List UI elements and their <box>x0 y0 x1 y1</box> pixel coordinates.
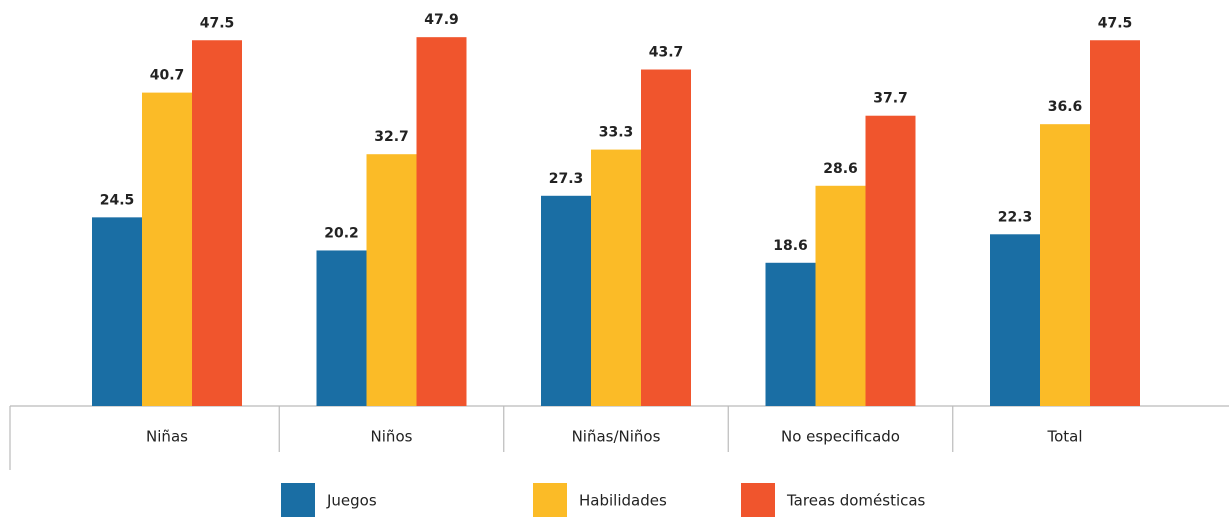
bar <box>865 115 916 407</box>
legend-label: Juegos <box>326 492 377 510</box>
data-label: 33.3 <box>599 125 634 141</box>
data-label: 47.9 <box>424 12 459 28</box>
data-label: 43.7 <box>649 45 684 61</box>
data-label: 37.7 <box>873 91 908 107</box>
bar <box>591 149 641 406</box>
x-tick-label: Niñas/Niños <box>572 428 661 446</box>
data-label: 20.2 <box>324 225 359 241</box>
bar <box>92 217 142 406</box>
legend-swatch <box>741 483 775 517</box>
bar <box>990 234 1040 406</box>
data-label: 47.5 <box>1098 15 1133 31</box>
data-label: 28.6 <box>823 161 858 177</box>
bar <box>641 69 691 406</box>
legend-label: Habilidades <box>579 492 667 510</box>
bar <box>416 37 467 407</box>
x-tick-label: Niñas <box>146 428 188 446</box>
bar <box>142 92 192 407</box>
bar <box>1040 124 1090 407</box>
bar <box>366 154 417 406</box>
bar <box>316 250 367 406</box>
data-label: 27.3 <box>549 171 584 187</box>
bar <box>1090 40 1140 406</box>
data-label: 32.7 <box>374 129 409 145</box>
data-label: 47.5 <box>200 15 235 31</box>
x-tick-label: No especificado <box>781 428 900 446</box>
bar <box>815 185 866 406</box>
data-label: 18.6 <box>773 238 808 254</box>
data-label: 40.7 <box>150 68 185 84</box>
data-label: 36.6 <box>1048 99 1083 115</box>
legend-swatch <box>281 483 315 517</box>
legend-swatch <box>533 483 567 517</box>
bar <box>192 40 242 406</box>
bar <box>765 262 816 406</box>
x-tick-label: Niños <box>371 428 413 446</box>
bar <box>541 195 591 406</box>
data-label: 22.3 <box>998 209 1033 225</box>
data-label: 24.5 <box>100 192 135 208</box>
legend-label: Tareas domésticas <box>786 492 926 510</box>
x-tick-label: Total <box>1046 428 1082 446</box>
